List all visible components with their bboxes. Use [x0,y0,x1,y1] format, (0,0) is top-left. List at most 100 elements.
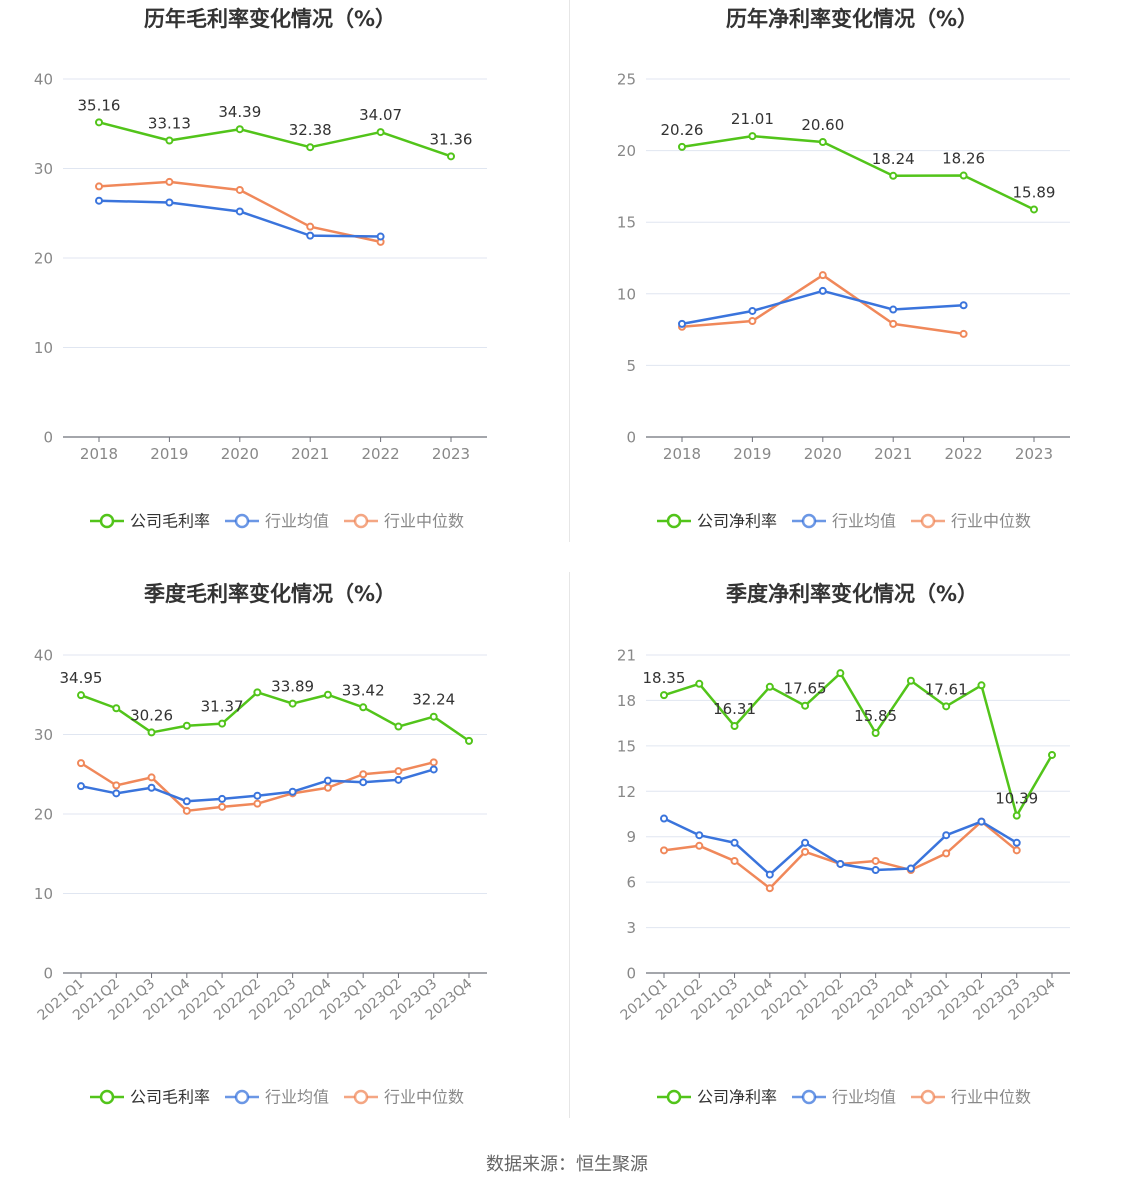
data-point-company [218,719,227,728]
quarterly-net-margin-chart: 季度净利率变化情况（%）0369121518212021Q12021Q22021… [617,582,1070,1107]
data-point-avg [376,232,385,241]
series-line-median [663,820,1018,890]
data-point-median [801,847,810,856]
data-point-avg [235,207,244,216]
data-point-avg [801,838,810,847]
data-point-median [253,799,262,808]
y-tick-label: 21 [617,647,636,665]
data-point-median [112,781,121,790]
data-point-median [182,806,191,815]
data-point-company [147,728,156,737]
x-tick-label: 2021 [874,445,912,463]
y-tick-label: 10 [617,285,636,303]
data-point-company [1030,205,1038,214]
y-tick-label: 20 [34,250,53,268]
data-label: 18.24 [872,150,915,168]
data-point-median [359,770,368,779]
data-label: 15.89 [1013,183,1056,201]
data-point-company [871,728,880,737]
series-line-company [98,121,452,158]
data-point-median [818,271,827,280]
chart-title: 季度毛利率变化情况（%） [144,582,396,606]
annual-net-margin-chart: 历年净利率变化情况（%） 0 5 10 15 20 25 2018 2019 2020 2021 20… [617,7,1070,531]
data-point-company [660,691,668,700]
data-point-median [695,841,704,850]
series-line-median [681,273,964,336]
data-point-median [730,856,739,865]
data-point-median [394,767,403,776]
y-tick-label: 20 [34,806,53,824]
series-line-company [663,671,1054,817]
x-tick-label: 2020 [221,445,259,463]
series-line-avg [98,199,381,238]
data-point-median [306,222,315,231]
data-point-avg [906,864,915,873]
x-tick-label: 2023 [1015,445,1053,463]
data-point-company [95,118,103,127]
series-line-company [80,691,470,742]
data-label: 35.16 [78,96,121,114]
y-tick-label: 15 [617,737,636,755]
y-tick-label: 0 [626,965,636,983]
data-point-company [730,722,739,731]
data-label: 15.85 [854,707,897,725]
data-point-avg [182,797,191,806]
data-point-company [165,136,174,145]
legend-marker-company [99,513,115,529]
data-label: 34.39 [218,103,261,121]
data-label: 20.26 [661,121,704,139]
data-point-avg [112,789,121,798]
data-point-median [218,802,227,811]
data-point-company [801,701,810,710]
legend-marker-company [666,1089,682,1105]
data-point-avg [165,198,174,207]
chart-title: 历年毛利率变化情况（%） [144,7,396,31]
annual-gross-margin-chart: 历年毛利率变化情况（%） 0 10 20 30 40 2018 2019 2020 2021 202… [34,7,487,531]
data-point-company [306,143,315,152]
legend-marker-avg [801,513,817,529]
y-tick-label: 30 [34,160,53,178]
data-point-company [253,688,262,697]
legend-label: 行业均值 [832,1088,896,1107]
legend-label: 公司净利率 [697,512,777,531]
legend-label: 公司毛利率 [130,1088,210,1107]
y-tick-label: 0 [43,965,53,983]
data-label: 17.65 [784,680,827,698]
data-point-company [376,128,385,137]
data-label: 34.07 [359,106,402,124]
data-point-median [765,884,774,893]
legend-label: 公司净利率 [697,1088,777,1107]
legend-label: 行业中位数 [951,1088,1031,1107]
data-point-avg [959,301,968,310]
data-point-company [429,712,438,721]
x-tick-label: 2018 [80,445,118,463]
data-source-footer: 数据来源：恒生聚源 [486,1154,648,1175]
legend-marker-median [920,513,936,529]
data-label: 31.37 [201,698,244,716]
y-tick-label: 10 [34,339,53,357]
chart-panel-annual-net: 历年净利率变化情况（%） 0 5 10 15 20 25 2018 2019 2020 2021 20… [567,0,1134,576]
data-point-avg [77,782,85,791]
legend-marker-avg [234,513,250,529]
data-point-avg [323,776,332,785]
data-point-avg [429,765,438,774]
data-point-avg [871,866,880,875]
data-point-company [818,138,827,147]
data-point-median [147,773,156,782]
data-point-avg [836,859,845,868]
data-point-avg [765,870,774,879]
data-label: 20.60 [801,116,844,134]
legend-label: 行业中位数 [384,1088,464,1107]
data-point-company [977,681,986,690]
data-point-median [660,846,668,855]
data-point-company [942,702,951,711]
data-point-avg [359,778,368,787]
y-tick-label: 0 [43,429,53,447]
y-tick-label: 10 [34,885,53,903]
divider-top [569,0,570,542]
y-tick-label: 5 [626,357,636,375]
y-tick-label: 18 [617,692,636,710]
quarterly-gross-margin-chart: 季度毛利率变化情况（%）0102030402021Q12021Q22021Q32… [34,582,487,1107]
data-point-median [1012,846,1021,855]
x-tick-label: 2020 [804,445,842,463]
